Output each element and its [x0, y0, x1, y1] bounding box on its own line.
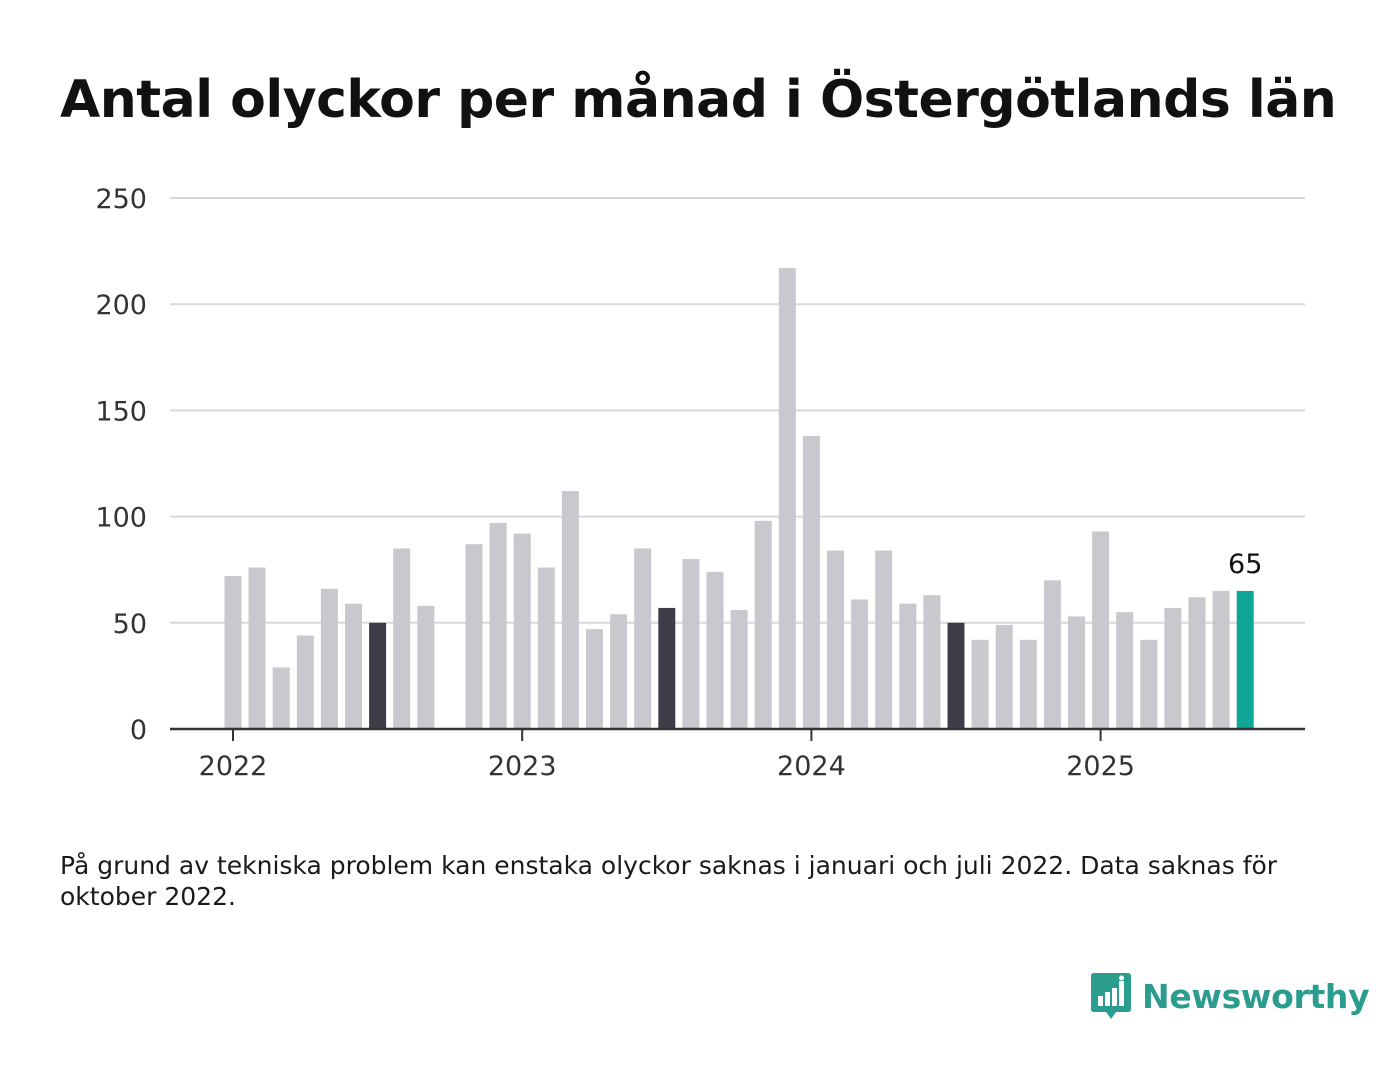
bar-2024-07: [947, 622, 965, 729]
bar-2024-04: [875, 550, 893, 729]
y-tick-label: 100: [95, 503, 147, 534]
y-tick-label: 250: [95, 184, 147, 215]
bar-2023-05: [610, 614, 628, 729]
bar-2023-08: [682, 559, 700, 729]
bar-2024-03: [851, 599, 869, 729]
bar-2024-12: [1068, 616, 1085, 729]
x-tick-label: 2023: [488, 751, 557, 782]
bar-2023-11: [754, 520, 772, 729]
bar-2024-11: [1043, 580, 1061, 729]
bar-2025-01: [1092, 531, 1110, 729]
bar-2024-10: [1019, 639, 1037, 729]
bar-2025-02: [1116, 612, 1134, 729]
bar-2023-10: [730, 610, 748, 729]
bar-2024-06: [923, 595, 941, 729]
y-tick-label: 150: [95, 396, 147, 427]
bar-2025-03: [1140, 639, 1158, 729]
bar-2023-07: [658, 607, 676, 729]
chart-title: Antal olyckor per månad i Östergötlands …: [60, 70, 1337, 130]
y-tick-label: 200: [95, 290, 147, 321]
bar-2025-04: [1164, 607, 1182, 729]
brand-logo[interactable]: Newsworthy: [1090, 970, 1370, 1022]
bar-2022-06: [345, 603, 362, 729]
bar-2022-02: [248, 567, 266, 729]
bar-2022-11: [465, 544, 483, 729]
bar-chart: 0 50 100 150 200 250 2022 2023 2024 2025 65: [95, 184, 1305, 782]
footnote: På grund av tekniska problem kan enstaka…: [60, 851, 1278, 911]
bar-2023-12: [778, 268, 796, 729]
bar-2024-09: [995, 624, 1013, 729]
y-tick-label: 50: [113, 609, 147, 640]
bar-2022-08: [393, 548, 411, 729]
bar-2022-07: [369, 622, 387, 729]
bar-2024-05: [899, 603, 917, 729]
newsworthy-logo-icon: [1091, 973, 1131, 1019]
bar-2023-01: [513, 533, 531, 729]
bar-2022-04: [296, 635, 314, 729]
bar-2022-09: [417, 605, 435, 729]
bar-2022-05: [320, 588, 338, 729]
bar-2022-01: [224, 576, 242, 729]
bar-2023-04: [586, 629, 603, 729]
bar-2025-07: [1236, 590, 1254, 729]
bar-2024-08: [971, 639, 989, 729]
bar-2023-02: [537, 567, 555, 729]
y-tick-label: 0: [130, 715, 147, 746]
latest-value-label: 65: [1228, 549, 1262, 580]
bar-2024-02: [827, 550, 844, 729]
x-tick-label: 2025: [1066, 751, 1135, 782]
bar-2025-05: [1188, 597, 1206, 729]
bar-2023-03: [561, 491, 579, 729]
bar-2022-12: [489, 522, 507, 729]
bar-2024-01: [802, 435, 820, 729]
x-tick-label: 2024: [777, 751, 846, 782]
bar-2023-06: [634, 548, 652, 729]
brand-name: Newsworthy: [1142, 976, 1370, 1016]
bar-2022-03: [272, 667, 290, 729]
x-tick-label: 2022: [199, 751, 268, 782]
bar-2023-09: [706, 571, 724, 729]
bar-2025-06: [1212, 590, 1230, 729]
